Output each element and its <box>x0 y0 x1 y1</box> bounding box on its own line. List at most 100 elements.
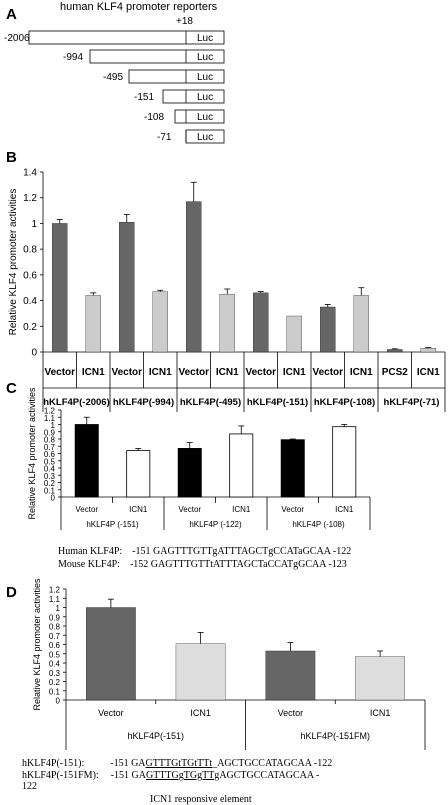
icn1-element-caption: ICN1 responsive element <box>150 794 252 805</box>
panel-d-chart: 00.10.20.30.40.50.60.70.80.911.11.2 Relat… <box>32 578 426 750</box>
bar-vector-0 <box>74 424 99 498</box>
group-label-1: hKLF4P (-122) <box>189 520 242 529</box>
category-label-1: ICN1 <box>129 505 148 514</box>
bar-vector-0 <box>86 607 136 701</box>
y-tick-label: 1.1 <box>44 414 56 423</box>
y-tick-label: 1.2 <box>23 193 37 204</box>
y-tick-label: 0.5 <box>44 457 56 466</box>
d-seq-line-2: hKLF4P(-151FM): -151 GAGTTTGgTGgTTgAGCTGC… <box>22 770 319 781</box>
bar-vector-2 <box>177 448 202 498</box>
category-label-8: Vector <box>312 367 343 378</box>
category-label-5: ICN1 <box>216 367 239 378</box>
y-tick-label: 0.9 <box>44 428 56 437</box>
y-tick-label: 0.4 <box>23 296 37 307</box>
panel-b-chart: 0 0.2 0.4 0.6 0.8 1 1.2 1.4 Relative KLF4 promot… <box>8 168 446 412</box>
d-seq1-element: GTTTGtTGtTTt <box>145 758 213 769</box>
panel-a-letter: A <box>6 6 17 23</box>
plus18-label: +18 <box>176 16 193 27</box>
y-tick-label: 0.2 <box>49 678 61 687</box>
y-tick-label: 0 <box>56 697 61 706</box>
y-tick-label: 0.2 <box>44 479 56 488</box>
bar-icn1-9 <box>353 295 369 353</box>
construct-label-3: -151 <box>134 92 154 103</box>
y-tick-label: 0.8 <box>49 623 61 632</box>
construct-box-2 <box>128 69 225 84</box>
y-tick-label: 0.3 <box>44 472 56 481</box>
category-label-3: ICN1 <box>232 505 251 514</box>
category-label-3: ICN1 <box>149 367 172 378</box>
group-label-0: hKLF4P(-151) <box>127 731 184 741</box>
luc-label-3: Luc <box>197 92 213 103</box>
panel-b-letter: B <box>6 149 17 166</box>
luc-label-1: Luc <box>197 52 213 63</box>
bar-icn1-5 <box>332 426 357 498</box>
panel-a: A human KLF4 promoter reporters +18 Luc -… <box>4 1 225 144</box>
luc-label-0: Luc <box>197 33 213 44</box>
y-axis-label: Relative KLF4 promoter activities <box>8 189 19 336</box>
y-tick-label: 0.7 <box>49 632 61 641</box>
y-tick-label: 0 <box>51 494 56 503</box>
y-axis-label: Relative KLF4 promoter activities <box>32 578 42 711</box>
panel-d-letter: D <box>6 584 17 601</box>
bar-icn1-1 <box>85 295 101 353</box>
human-sequence-line: Human KLF4P: -151 GAGTTTGTTgATTTAGCTgCCA… <box>58 546 352 557</box>
bar-icn1-1 <box>175 643 226 701</box>
y-tick-label: 0.7 <box>44 443 56 452</box>
y-tick-label: 0.4 <box>44 465 56 474</box>
bar-vector-2 <box>265 650 316 701</box>
y-tick-label: 0.8 <box>44 436 56 445</box>
group-label-3: hKLF4P(-151) <box>247 397 308 408</box>
category-label-0: Vector <box>44 367 75 378</box>
y-tick-label: 1.2 <box>44 407 56 416</box>
category-label-2: Vector <box>278 708 304 718</box>
group-label-1: hKLF4P(-994) <box>113 397 174 408</box>
group-label-5: hKLF4P(-71) <box>384 397 440 408</box>
d-seq1-label: hKLF4P(-151): <box>22 758 85 769</box>
category-label-9: ICN1 <box>350 367 373 378</box>
construct-box-3 <box>162 89 225 104</box>
y-axis-label: Relative KLF4 promoter activities <box>27 387 37 520</box>
bar-vector-4 <box>280 439 305 498</box>
bar-vector-8 <box>320 306 336 353</box>
d-seq-line-1: hKLF4P(-151): -151 GAGTTTGtTGtTTt_AGCTGCC… <box>22 758 332 769</box>
category-label-5: ICN1 <box>335 505 354 514</box>
bar-icn1-5 <box>219 293 235 353</box>
construct-label-0: -2006 <box>4 33 30 44</box>
y-tick-label: 1.4 <box>23 168 37 179</box>
category-label-0: Vector <box>98 708 124 718</box>
bar-icn1-3 <box>152 291 168 353</box>
bar-icn1-11 <box>420 347 436 353</box>
y-tick-label: 0.2 <box>23 322 37 333</box>
d-seq2-pre: GA <box>131 770 146 781</box>
category-label-6: Vector <box>245 367 276 378</box>
construct-label-1: -994 <box>63 52 83 63</box>
y-tick-label: 1 <box>56 604 61 613</box>
construct-box-0 <box>28 30 225 45</box>
y-tick-label: 1.2 <box>49 586 61 595</box>
d-seq2-pos: -151 <box>110 770 132 781</box>
construct-box-1 <box>89 49 225 64</box>
bar-vector-0 <box>52 223 68 353</box>
category-label-11: ICN1 <box>417 367 440 378</box>
y-tick-label: 0.1 <box>44 486 56 495</box>
construct-label-2: -495 <box>103 72 123 83</box>
y-tick-label: 1 <box>31 219 37 230</box>
construct-box-4 <box>174 109 225 124</box>
d-seq-line-3: 122 <box>22 781 37 792</box>
group-label-0: hKLF4P (-151) <box>86 520 139 529</box>
y-tick-label: 0.8 <box>23 245 37 256</box>
bar-vector-6 <box>253 292 269 353</box>
y-tick-label: 0.4 <box>49 660 61 669</box>
group-label-2: hKLF4P(-495) <box>180 397 241 408</box>
panel-c-chart: 00.10.20.30.40.50.60.70.80.911.11.2 Relat… <box>27 387 371 530</box>
y-tick-label: 1.1 <box>49 595 61 604</box>
luc-label-2: Luc <box>197 72 213 83</box>
category-label-0: Vector <box>75 505 98 514</box>
y-tick-label: 0.1 <box>49 687 61 696</box>
category-label-1: ICN1 <box>190 708 211 718</box>
d-seq2-post: AGCTGCCATAGCAA - <box>219 770 320 781</box>
y-tick-label: 0.6 <box>49 641 61 650</box>
y-tick-label: 1 <box>51 421 56 430</box>
category-label-3: ICN1 <box>370 708 391 718</box>
category-label-4: Vector <box>281 505 304 514</box>
